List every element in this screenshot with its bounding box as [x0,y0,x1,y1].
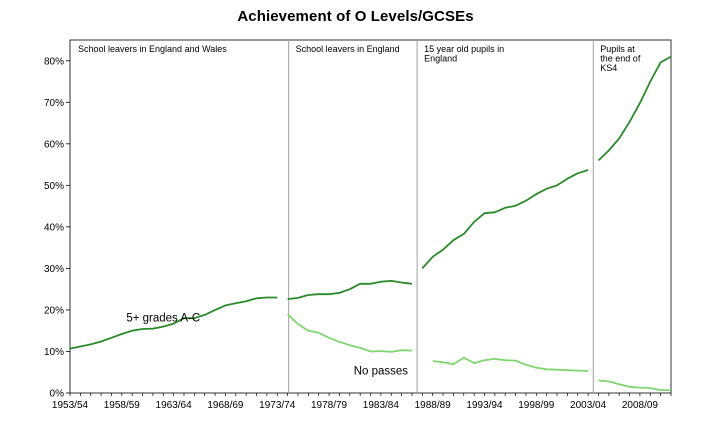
plot-border [69,39,672,394]
five-plus-a-c-line-segment [69,296,278,350]
x-tick-label: 1978/79 [311,400,348,411]
y-tick-label: 60% [44,139,64,150]
y-tick-label: 80% [44,56,64,67]
y-tick-label: 0% [50,389,65,400]
five-plus-a-c-line-segment [287,279,413,300]
region-labels: School leavers in England and Wales Schoo… [78,44,641,73]
x-tick-label: 1963/64 [156,400,193,411]
region-label: 15 year old pupils in [424,44,504,54]
x-tick-label: 2008/09 [622,400,659,411]
y-tick-label: 30% [44,264,64,275]
y-tick-label: 10% [44,347,64,358]
y-tick-label: 20% [44,305,64,316]
no-passes-line-segment [286,313,412,353]
x-tick-label: 1993/94 [466,400,503,411]
no-passes-label: No passes [354,365,409,377]
axes: 0% 10% 20% 30% 40% 50% 60% 70% 80% 1953/54 1958/59… [44,39,672,411]
x-tick-label: 2003/04 [570,400,607,411]
x-tick-label: 1988/89 [415,400,452,411]
five-plus-a-c-label: 5+ grades A-C [126,313,200,325]
chart-title: Achievement of O Levels/GCSEs [237,8,474,25]
five-plus-a-c-line-segment [421,169,589,270]
x-tick-label: 1968/69 [207,400,244,411]
no-passes-line-segment [432,356,589,372]
five-plus-a-c-line-segment [597,55,672,162]
y-tick-label: 70% [44,98,64,109]
region-label: Pupils at [600,44,635,54]
x-tick-label: 1983/84 [363,400,400,411]
x-tick-label: 1953/54 [52,400,89,411]
y-tick-label: 40% [44,222,64,233]
x-tick-label: 1958/59 [104,400,141,411]
series-labels: 5+ grades A-C No passes [126,313,408,378]
x-tick-label: 1998/99 [518,400,555,411]
region-label: School leavers in England and Wales [78,44,227,54]
y-tick-label: 50% [44,181,64,192]
region-label: KS4 [600,63,617,73]
region-label: the end of [600,54,641,64]
series-lines [69,55,672,392]
no-passes-line-segment [598,379,671,392]
x-tick-label: 1973/74 [259,400,296,411]
region-label: England [424,54,457,64]
region-label: School leavers in England [296,44,400,54]
